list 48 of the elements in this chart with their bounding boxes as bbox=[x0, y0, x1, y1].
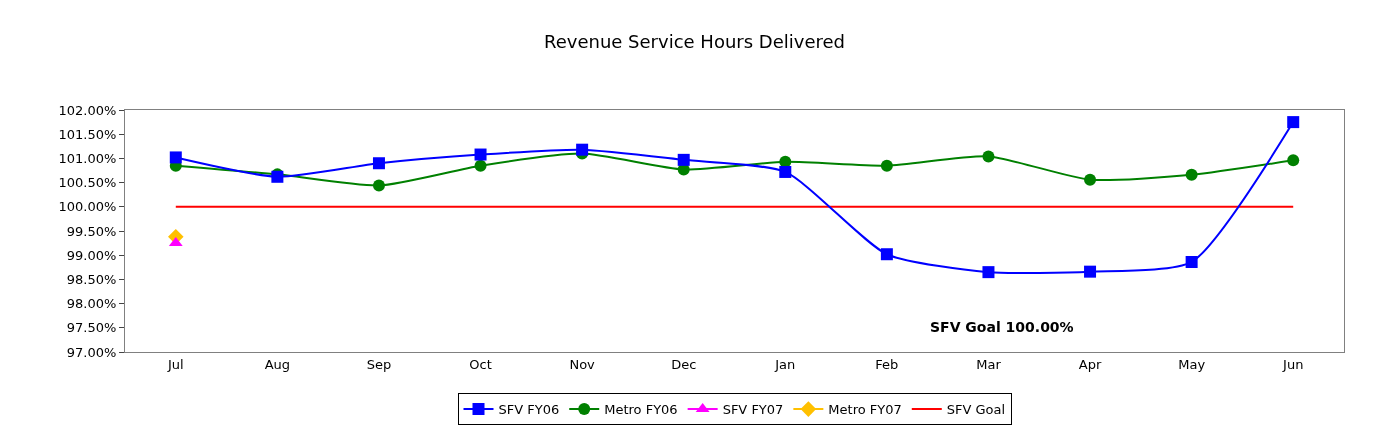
y-tick-label: 97.00% bbox=[66, 344, 117, 360]
legend-label: SFV Goal bbox=[946, 402, 1006, 418]
x-tick-label: Jun bbox=[1282, 356, 1304, 372]
point bbox=[1185, 255, 1198, 268]
y-tick-label: 99.50% bbox=[66, 223, 117, 239]
x-tick-label: Oct bbox=[469, 356, 492, 372]
y-tick-label: 98.00% bbox=[66, 296, 117, 312]
x-tick-label: Mar bbox=[976, 356, 1002, 372]
x-tick-label: Sep bbox=[366, 356, 392, 372]
y-tick-label: 100.00% bbox=[58, 199, 117, 215]
point bbox=[982, 266, 995, 279]
chart-title: Revenue Service Hours Delivered bbox=[544, 31, 845, 53]
x-tick-label: Aug bbox=[264, 356, 291, 372]
y-tick-label: 97.50% bbox=[66, 320, 117, 336]
legend-label: Metro FY07 bbox=[828, 402, 902, 418]
point bbox=[880, 248, 893, 261]
legend-label: SFV FY06 bbox=[498, 402, 560, 418]
y-tick-label: 102.00% bbox=[58, 102, 117, 118]
point bbox=[576, 143, 589, 156]
point bbox=[372, 157, 385, 170]
point bbox=[1084, 173, 1097, 186]
y-tick-label: 101.00% bbox=[58, 150, 117, 166]
x-tick-label: Jul bbox=[166, 356, 184, 372]
annotation: SFV Goal 100.00% bbox=[930, 319, 1074, 335]
y-tick-label: 101.50% bbox=[58, 126, 117, 142]
point bbox=[677, 153, 690, 166]
point bbox=[372, 179, 385, 192]
point bbox=[474, 148, 487, 161]
point bbox=[880, 159, 893, 172]
x-tick-label: Apr bbox=[1078, 356, 1102, 372]
legend-label: SFV FY07 bbox=[722, 402, 784, 418]
point bbox=[1287, 154, 1300, 167]
y-tick-label: 100.50% bbox=[58, 175, 117, 191]
x-tick-label: Dec bbox=[671, 356, 697, 372]
x-tick-label: Jan bbox=[774, 356, 796, 372]
point bbox=[1084, 265, 1097, 278]
point bbox=[1287, 116, 1300, 129]
point bbox=[779, 165, 792, 178]
point bbox=[169, 151, 182, 164]
legend-label: Metro FY06 bbox=[604, 402, 678, 418]
x-tick-label: Feb bbox=[875, 356, 899, 372]
y-tick-label: 98.50% bbox=[66, 271, 117, 287]
y-tick-label: 99.00% bbox=[66, 247, 117, 263]
x-tick-label: Nov bbox=[569, 356, 596, 372]
point bbox=[1185, 168, 1198, 181]
point bbox=[474, 159, 487, 172]
x-tick-label: May bbox=[1178, 356, 1206, 372]
point bbox=[982, 150, 995, 163]
